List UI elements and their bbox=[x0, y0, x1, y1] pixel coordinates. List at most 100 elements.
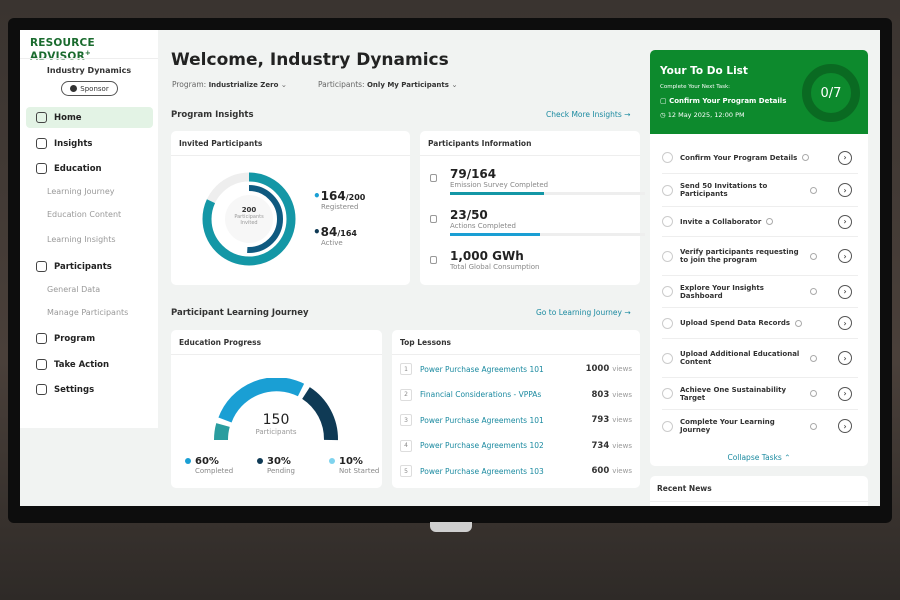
role-icon bbox=[70, 85, 78, 92]
page-title: Welcome, Industry Dynamics bbox=[171, 50, 449, 70]
help-icon[interactable] bbox=[810, 354, 817, 362]
help-icon[interactable] bbox=[766, 218, 774, 225]
role-badge: Sponsor bbox=[61, 81, 118, 96]
chevron-right-icon[interactable]: › bbox=[838, 284, 852, 299]
task-checkbox[interactable] bbox=[662, 152, 673, 163]
todo-progress-ring: 0/7 bbox=[802, 64, 860, 122]
todo-task[interactable]: Complete Your Learning Journey › bbox=[662, 410, 858, 442]
lesson-row[interactable]: 3 Power Purchase Agreements 101 793 views bbox=[400, 414, 632, 426]
next-task-link[interactable]: ▢ Confirm Your Program Details bbox=[660, 97, 787, 105]
pending-arc bbox=[301, 387, 339, 441]
task-checkbox[interactable] bbox=[662, 352, 673, 364]
book-icon bbox=[36, 163, 47, 174]
lesson-link: Power Purchase Agreements 101 bbox=[420, 364, 544, 374]
lesson-row[interactable]: 4 Power Purchase Agreements 102 734 views bbox=[400, 439, 632, 452]
chevron-up-icon: ⌃ bbox=[784, 453, 791, 462]
check-more-insights-link[interactable]: Check More Insights → bbox=[546, 110, 631, 119]
invited-participants-card: Invited Participants 200 Participants In… bbox=[171, 131, 410, 285]
help-icon[interactable] bbox=[810, 390, 817, 397]
home-icon bbox=[36, 112, 47, 123]
task-checkbox[interactable] bbox=[662, 388, 673, 399]
education-progress-card: Education Progress 150 Participants 60% C… bbox=[171, 330, 382, 488]
todo-task[interactable]: Explore Your Insights Dashboard › bbox=[662, 276, 858, 308]
sidebar-item-home[interactable]: Home bbox=[26, 107, 153, 128]
task-checkbox[interactable] bbox=[662, 420, 673, 432]
sidebar-item-program[interactable]: Program bbox=[26, 328, 153, 349]
chevron-right-icon[interactable]: › bbox=[838, 183, 852, 197]
program-filter[interactable]: Program: Industrialize Zero ⌄ bbox=[172, 80, 288, 89]
legend-completed: 60% Completed bbox=[185, 456, 233, 475]
help-icon[interactable] bbox=[810, 288, 817, 295]
action-icon bbox=[430, 215, 437, 223]
gear-icon bbox=[36, 384, 47, 395]
sidebar-subitem-learning-journey[interactable]: Learning Journey bbox=[47, 187, 115, 196]
todo-task[interactable]: Verify participants requesting to join t… bbox=[662, 237, 858, 276]
chevron-right-icon[interactable]: › bbox=[838, 316, 852, 330]
collapse-tasks-button[interactable]: Collapse Tasks ⌃ bbox=[727, 453, 791, 462]
todo-task[interactable]: Confirm Your Program Details › bbox=[662, 142, 858, 174]
task-checkbox[interactable] bbox=[662, 317, 673, 329]
chart-icon bbox=[36, 138, 47, 149]
sidebar-item-settings[interactable]: Settings bbox=[26, 379, 153, 400]
sidebar-subitem-learning-insights[interactable]: Learning Insights bbox=[47, 235, 116, 244]
sidebar-subitem-education-content[interactable]: Education Content bbox=[47, 210, 122, 219]
lesson-row[interactable]: 1 Power Purchase Agreements 101 1000 views bbox=[400, 363, 632, 375]
chevron-right-icon[interactable]: › bbox=[838, 249, 852, 263]
participants-filter[interactable]: Participants: Only My Participants ⌄ bbox=[318, 80, 458, 89]
lesson-link: Power Purchase Agreements 103 bbox=[420, 466, 544, 476]
completed-arc bbox=[218, 378, 305, 423]
todo-task[interactable]: Send 50 Invitations to Participants › bbox=[662, 174, 858, 207]
sidebar-item-insights[interactable]: Insights bbox=[26, 133, 153, 154]
chevron-down-icon: ⌄ bbox=[451, 80, 458, 89]
participants-total: 150 bbox=[262, 412, 290, 428]
list-icon bbox=[36, 333, 47, 344]
recent-news-card: Recent News bbox=[650, 476, 868, 506]
task-checkbox[interactable] bbox=[662, 184, 673, 196]
chevron-down-icon: ⌄ bbox=[280, 80, 288, 89]
task-checkbox[interactable] bbox=[662, 250, 673, 262]
sidebar-subitem-manage-participants[interactable]: Manage Participants bbox=[47, 308, 129, 317]
chevron-right-icon[interactable]: › bbox=[838, 386, 852, 401]
top-lessons-card: Top Lessons 1 Power Purchase Agreements 1… bbox=[392, 330, 640, 488]
task-checkbox[interactable] bbox=[662, 286, 673, 297]
lesson-link: Power Purchase Agreements 101 bbox=[420, 415, 544, 425]
sidebar: RESOURCE ADVISOR+ Industry Dynamics Spon… bbox=[20, 30, 158, 428]
todo-task[interactable]: Achieve One Sustainability Target › bbox=[662, 378, 858, 410]
active-stat: •84/164 Active bbox=[313, 225, 357, 247]
todo-list: Confirm Your Program Details › Send 50 Inv… bbox=[650, 134, 868, 466]
todo-header: Your To Do List Complete Your Next Task:… bbox=[650, 50, 868, 134]
chevron-right-icon[interactable]: › bbox=[838, 419, 852, 433]
sidebar-item-take-action[interactable]: Take Action bbox=[26, 354, 153, 375]
todo-task[interactable]: Upload Spend Data Records › bbox=[662, 308, 858, 339]
help-icon[interactable] bbox=[810, 186, 817, 194]
monitor-stand bbox=[430, 522, 472, 532]
chevron-right-icon[interactable]: › bbox=[838, 150, 852, 165]
progress-bar bbox=[450, 192, 645, 195]
bulb-icon bbox=[430, 256, 437, 264]
sidebar-item-participants[interactable]: Participants bbox=[26, 256, 153, 277]
sidebar-item-education[interactable]: Education bbox=[26, 158, 153, 179]
task-checkbox[interactable] bbox=[662, 216, 673, 227]
invited-donut bbox=[202, 172, 296, 266]
screen: RESOURCE ADVISOR+ Industry Dynamics Spon… bbox=[20, 30, 880, 506]
section-title: Program Insights bbox=[171, 110, 254, 120]
help-icon[interactable] bbox=[795, 319, 803, 327]
education-gauge bbox=[214, 378, 339, 441]
registered-arc bbox=[202, 172, 296, 266]
people-icon bbox=[36, 261, 47, 272]
help-icon[interactable] bbox=[802, 154, 810, 161]
help-icon[interactable] bbox=[810, 252, 817, 260]
go-to-learning-journey-link[interactable]: Go to Learning Journey → bbox=[536, 308, 631, 317]
section-title: Participant Learning Journey bbox=[171, 308, 309, 318]
todo-task[interactable]: Invite a Collaborator › bbox=[662, 207, 858, 237]
help-icon[interactable] bbox=[810, 422, 817, 430]
lesson-row[interactable]: 5 Power Purchase Agreements 103 600 views bbox=[400, 465, 632, 477]
chevron-right-icon[interactable]: › bbox=[838, 351, 852, 365]
sidebar-subitem-general-data[interactable]: General Data bbox=[47, 285, 101, 294]
todo-task[interactable]: Upload Additional Educational Content › bbox=[662, 339, 858, 378]
chevron-right-icon[interactable]: › bbox=[838, 214, 852, 229]
survey-icon bbox=[430, 174, 437, 182]
info-item: 23/50 Actions Completed bbox=[430, 208, 645, 236]
invited-count: 200 bbox=[241, 206, 257, 214]
lesson-row[interactable]: 2 Financial Considerations - VPPAs 803 vie… bbox=[400, 388, 632, 401]
